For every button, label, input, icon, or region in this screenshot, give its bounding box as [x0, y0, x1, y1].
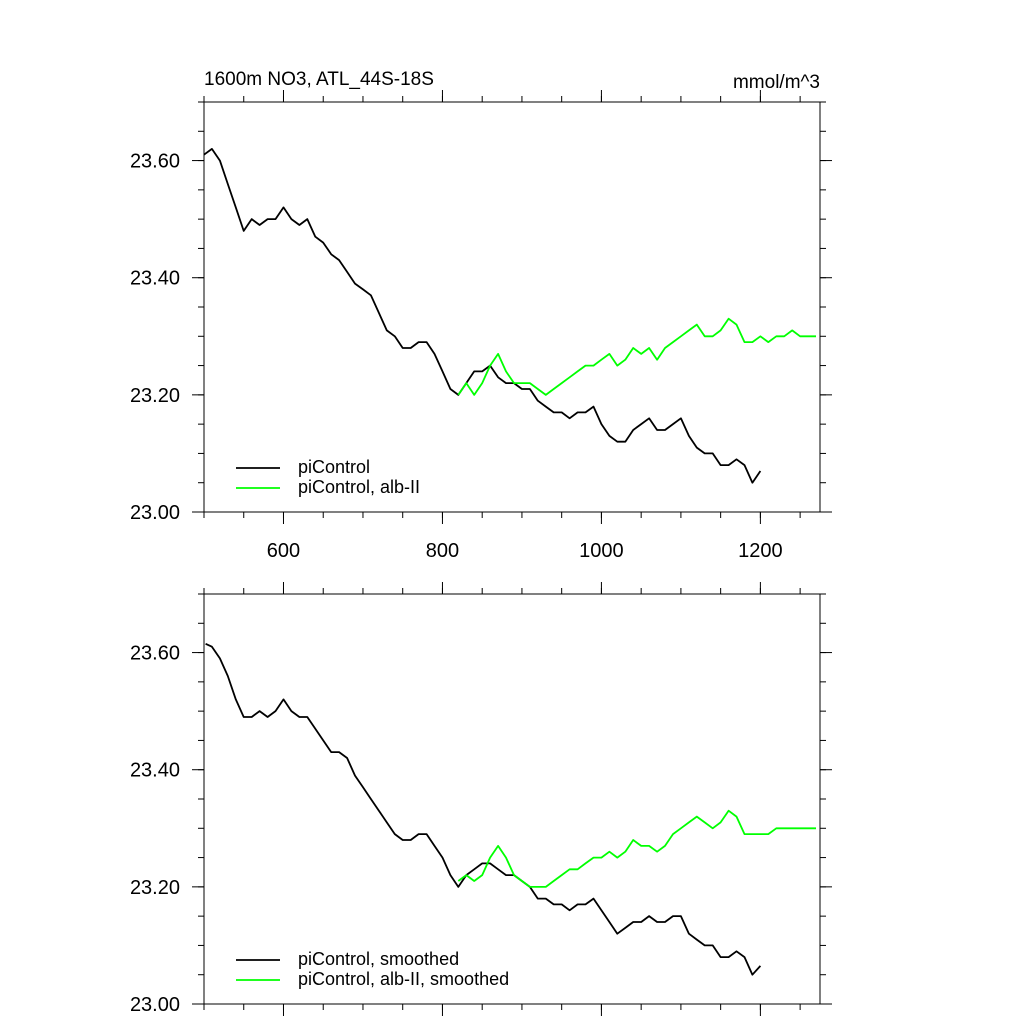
top-chart-lines: [203, 147, 816, 484]
y-tick-label: 23.40: [130, 760, 180, 782]
legend-label: piControl, smoothed: [298, 949, 459, 969]
top-chart-panel: 1600m NO3, ATL_44S-18S mmol/m^3 23.0023.…: [130, 69, 832, 562]
x-tick-label: 600: [267, 540, 300, 562]
chart-units-label: mmol/m^3: [733, 72, 820, 93]
y-tick-label: 23.60: [130, 643, 180, 665]
legend-label: piControl, alb-II, smoothed: [298, 969, 509, 989]
series-line-alb-ii: [457, 809, 816, 888]
x-tick-label: 1200: [738, 540, 783, 562]
series-line-picontrol: [203, 147, 762, 484]
series-line-alb-ii: [457, 317, 816, 396]
bottom-chart-ticks: 23.00 23.20 23.40 23.60: [130, 582, 832, 1016]
bottom-chart-panel: 23.00 23.20 23.40 23.60 piControl, smoothed…: [130, 582, 832, 1016]
bottom-chart-lines: [205, 642, 816, 976]
y-tick-label: 23.20: [130, 385, 180, 407]
top-chart-frame: [203, 101, 821, 513]
chart-title: 1600m NO3, ATL_44S-18S: [204, 69, 434, 90]
y-tick-label: 23.40: [130, 268, 180, 290]
x-tick-label: 1000: [579, 540, 624, 562]
x-tick-label: 800: [426, 540, 459, 562]
bottom-chart-frame: [203, 593, 821, 1005]
y-tick-label: 23.20: [130, 877, 180, 899]
legend-label: piControl: [298, 457, 370, 477]
y-tick-label: 23.00: [130, 502, 180, 524]
legend-label: piControl, alb-II: [298, 477, 420, 497]
y-tick-label: 23.60: [130, 151, 180, 173]
series-line-picontrol: [205, 642, 762, 976]
top-chart-ticks: 23.00 23.20 23.40 23.60 600 800 1000 1200: [130, 90, 832, 562]
y-tick-label: 23.00: [130, 994, 180, 1016]
